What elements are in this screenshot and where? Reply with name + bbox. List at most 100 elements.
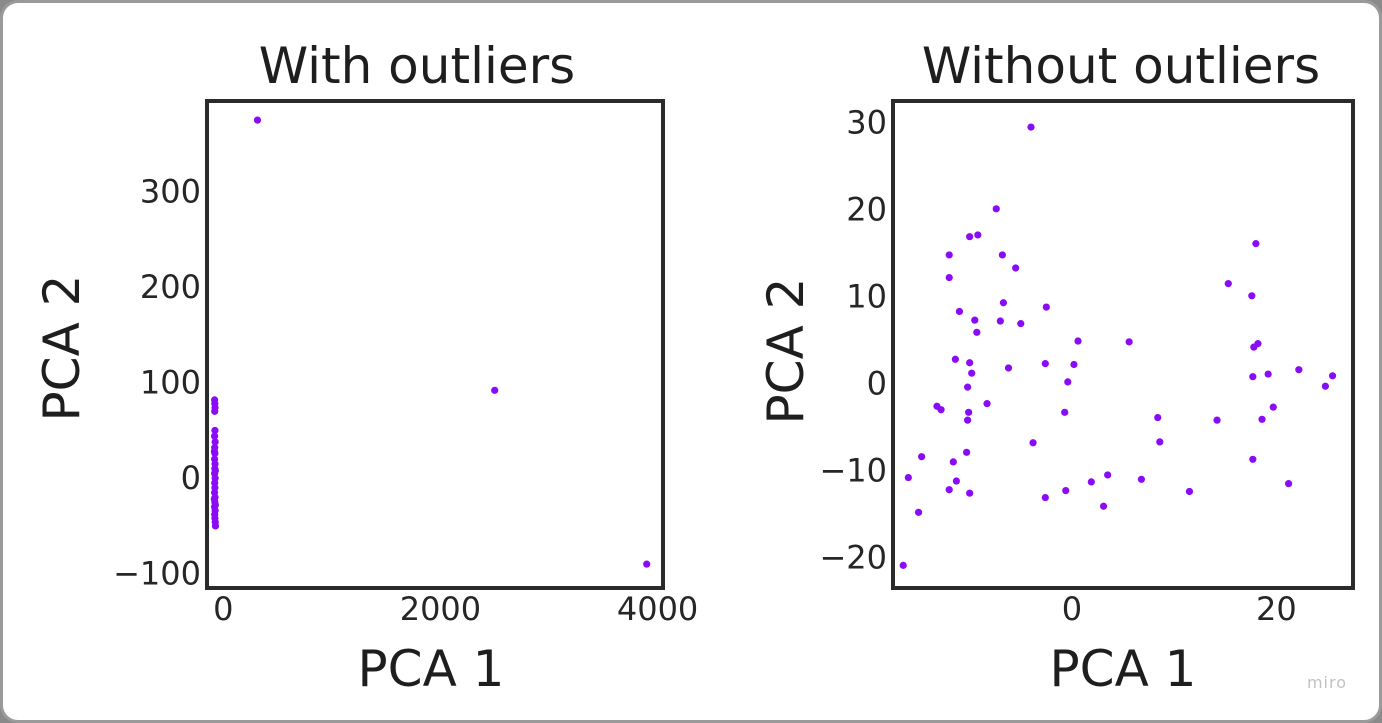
x-tick-label: 2000 bbox=[400, 590, 481, 628]
data-point bbox=[211, 522, 220, 530]
data-point bbox=[1041, 360, 1049, 368]
data-point bbox=[643, 560, 651, 568]
data-point bbox=[1328, 372, 1337, 380]
data-point bbox=[1064, 378, 1072, 386]
plot-frame bbox=[205, 99, 665, 590]
data-point bbox=[945, 251, 953, 259]
data-point bbox=[1029, 439, 1037, 447]
chart-title: With outliers bbox=[259, 37, 575, 95]
y-tick-label: 200 bbox=[140, 268, 201, 306]
data-point bbox=[1017, 320, 1025, 328]
data-point bbox=[1099, 502, 1108, 510]
data-point bbox=[1154, 413, 1162, 422]
data-point bbox=[1224, 280, 1232, 288]
data-point bbox=[949, 458, 957, 466]
data-point bbox=[1074, 337, 1082, 345]
data-point bbox=[945, 273, 953, 282]
data-point bbox=[1285, 480, 1293, 488]
y-tick-label: 300 bbox=[140, 173, 201, 211]
data-point bbox=[1012, 264, 1020, 272]
data-point bbox=[904, 473, 912, 482]
y-tick-label: 10 bbox=[846, 278, 887, 316]
y-tick-label: 100 bbox=[140, 364, 201, 402]
y-axis-label: PCA 2 bbox=[33, 275, 91, 422]
chart-title: Without outliers bbox=[922, 37, 1320, 95]
x-tick-labels: 0 20 bbox=[1062, 590, 1297, 628]
y-tick-labels: −20 −10 0 10 20 30 bbox=[819, 104, 887, 577]
chart-with-outliers: With outliers −100 0 100 200 300 0 2000 4000 P… bbox=[33, 37, 698, 698]
x-tick-label: 0 bbox=[213, 590, 233, 628]
data-point bbox=[963, 448, 971, 456]
x-tick-label: 20 bbox=[1256, 590, 1297, 628]
data-point bbox=[1062, 487, 1070, 495]
data-point bbox=[210, 495, 218, 503]
data-point bbox=[974, 231, 982, 239]
data-point bbox=[966, 489, 974, 497]
data-point bbox=[973, 328, 981, 336]
data-point bbox=[918, 453, 926, 461]
x-tick-label: 4000 bbox=[617, 590, 698, 628]
data-point bbox=[999, 299, 1008, 307]
data-point bbox=[1156, 438, 1164, 446]
data-point bbox=[1249, 373, 1257, 381]
data-point bbox=[1061, 408, 1069, 416]
data-point bbox=[211, 407, 219, 415]
y-tick-labels: −100 0 100 200 300 bbox=[113, 173, 201, 593]
watermark: miro bbox=[1306, 673, 1347, 692]
data-point bbox=[964, 383, 972, 391]
data-point bbox=[966, 359, 974, 367]
y-tick-label: 0 bbox=[867, 365, 887, 403]
data-point bbox=[914, 508, 923, 516]
data-point bbox=[1041, 493, 1049, 502]
data-point bbox=[966, 233, 974, 241]
data-point bbox=[937, 406, 945, 414]
data-point bbox=[992, 205, 1000, 213]
data-point bbox=[1321, 382, 1329, 390]
data-point bbox=[1249, 455, 1257, 463]
data-point bbox=[998, 251, 1006, 259]
data-point bbox=[1137, 475, 1145, 483]
data-point bbox=[1104, 471, 1112, 479]
data-point bbox=[1264, 370, 1272, 378]
data-point bbox=[1087, 478, 1095, 486]
y-tick-label: −100 bbox=[113, 555, 201, 593]
data-point bbox=[1250, 343, 1258, 351]
y-tick-label: 0 bbox=[181, 459, 201, 497]
data-point bbox=[965, 408, 973, 416]
x-tick-labels: 0 2000 4000 bbox=[213, 590, 698, 628]
data-point bbox=[211, 426, 219, 435]
data-point bbox=[491, 386, 499, 394]
data-point bbox=[211, 438, 219, 446]
data-point bbox=[1269, 403, 1277, 411]
y-tick-label: 30 bbox=[846, 104, 887, 142]
y-tick-label: −20 bbox=[819, 539, 887, 577]
plot-frame bbox=[891, 99, 1355, 590]
x-axis-label: PCA 1 bbox=[358, 640, 505, 698]
data-point bbox=[210, 447, 218, 456]
y-tick-label: 20 bbox=[846, 191, 887, 229]
data-point bbox=[1125, 338, 1133, 346]
chart-without-outliers: Without outliers −20 −10 0 10 20 30 0 20 PCA 1… bbox=[757, 37, 1355, 698]
data-point bbox=[1185, 487, 1194, 496]
data-point bbox=[1258, 415, 1266, 423]
data-point bbox=[1004, 364, 1013, 372]
data-point bbox=[899, 561, 907, 569]
data-point bbox=[952, 477, 960, 485]
y-axis-label: PCA 2 bbox=[757, 278, 815, 425]
y-tick-label: −10 bbox=[819, 452, 887, 490]
data-point bbox=[1042, 303, 1050, 311]
data-point bbox=[971, 316, 979, 324]
data-point bbox=[253, 116, 262, 124]
data-point bbox=[211, 501, 219, 509]
x-axis-label: PCA 1 bbox=[1050, 640, 1197, 698]
data-point bbox=[968, 369, 976, 377]
data-point bbox=[955, 307, 964, 316]
x-tick-label: 0 bbox=[1062, 590, 1082, 628]
data-point bbox=[951, 355, 959, 363]
data-point bbox=[945, 486, 953, 494]
data-point bbox=[983, 400, 991, 408]
data-point bbox=[996, 317, 1004, 325]
data-point bbox=[1248, 292, 1256, 300]
